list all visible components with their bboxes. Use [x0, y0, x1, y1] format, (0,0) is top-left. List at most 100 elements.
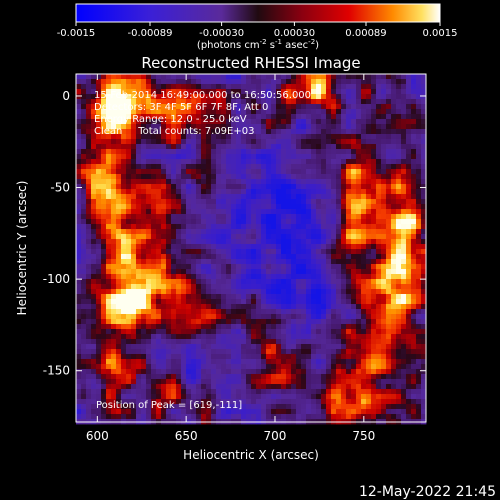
- heatmap-cell: [151, 84, 157, 90]
- heatmap-cell: [141, 244, 147, 250]
- heatmap-cell: [116, 234, 122, 240]
- heatmap-cell: [181, 374, 187, 380]
- heatmap-cell: [396, 294, 402, 300]
- heatmap-cell: [421, 259, 427, 265]
- heatmap-cell: [116, 104, 122, 110]
- heatmap-cell: [421, 399, 427, 405]
- heatmap-cell: [136, 249, 142, 255]
- heatmap-cell: [106, 74, 112, 80]
- heatmap-cell: [141, 204, 147, 210]
- heatmap-cell: [81, 154, 87, 160]
- heatmap-cell: [91, 264, 97, 270]
- heatmap-cell: [276, 374, 282, 380]
- chart-title: Reconstructed RHESSI Image: [141, 54, 360, 72]
- heatmap-cell: [161, 79, 167, 85]
- heatmap-cell: [151, 399, 157, 405]
- heatmap-cell: [86, 179, 92, 185]
- heatmap-cell: [246, 234, 252, 240]
- heatmap-cell: [131, 159, 137, 165]
- heatmap-cell: [256, 389, 262, 395]
- heatmap-cell: [281, 309, 287, 315]
- heatmap-cell: [256, 384, 262, 390]
- heatmap-cell: [101, 119, 107, 125]
- heatmap-cell: [411, 264, 417, 270]
- colorbar-bar: [75, 3, 441, 23]
- heatmap-cell: [391, 304, 397, 310]
- heatmap-cell: [316, 154, 322, 160]
- heatmap-cell: [226, 199, 232, 205]
- heatmap-cell: [231, 334, 237, 340]
- heatmap-cell: [101, 334, 107, 340]
- heatmap-cell: [156, 114, 162, 120]
- heatmap-cell: [301, 89, 307, 95]
- heatmap-cell: [406, 349, 412, 355]
- heatmap-cell: [176, 194, 182, 200]
- heatmap-cell: [256, 79, 262, 85]
- heatmap-cell: [416, 219, 422, 225]
- heatmap-cell: [226, 394, 232, 400]
- heatmap-cell: [116, 379, 122, 385]
- heatmap-cell: [346, 159, 352, 165]
- heatmap-cell: [246, 209, 252, 215]
- heatmap-cell: [171, 109, 177, 115]
- heatmap-cell: [356, 364, 362, 370]
- heatmap-cell: [126, 109, 132, 115]
- heatmap-cell: [351, 329, 357, 335]
- heatmap-cell: [301, 299, 307, 305]
- heatmap-cell: [106, 289, 112, 295]
- heatmap-cell: [136, 359, 142, 365]
- heatmap-cell: [211, 399, 217, 405]
- heatmap-cell: [156, 154, 162, 160]
- heatmap-cell: [176, 184, 182, 190]
- heatmap-cell: [381, 94, 387, 100]
- heatmap-cell: [306, 139, 312, 145]
- heatmap-cell: [341, 369, 347, 375]
- heatmap-cell: [186, 359, 192, 365]
- heatmap-cell: [121, 179, 127, 185]
- heatmap-cell: [76, 79, 82, 85]
- heatmap-cell: [81, 219, 87, 225]
- heatmap-cell: [296, 179, 302, 185]
- heatmap-cell: [76, 159, 82, 165]
- heatmap-cell: [391, 339, 397, 345]
- heatmap-cell: [226, 124, 232, 130]
- heatmap-cell: [171, 249, 177, 255]
- heatmap-cell: [376, 359, 382, 365]
- heatmap-cell: [76, 224, 82, 230]
- heatmap-cell: [341, 384, 347, 390]
- heatmap-cell: [301, 159, 307, 165]
- heatmap-cell: [171, 339, 177, 345]
- heatmap-cell: [266, 389, 272, 395]
- heatmap-cell: [271, 294, 277, 300]
- heatmap-cell: [316, 314, 322, 320]
- heatmap-cell: [226, 84, 232, 90]
- heatmap-cell: [191, 194, 197, 200]
- heatmap-cell: [416, 119, 422, 125]
- heatmap-cell: [411, 74, 417, 80]
- heatmap-cell: [121, 219, 127, 225]
- heatmap-cell: [416, 159, 422, 165]
- heatmap-cell: [281, 349, 287, 355]
- heatmap-cell: [261, 109, 267, 115]
- heatmap-cell: [231, 169, 237, 175]
- heatmap-cell: [416, 309, 422, 315]
- heatmap-cell: [386, 249, 392, 255]
- heatmap-cell: [206, 299, 212, 305]
- heatmap-cell: [236, 139, 242, 145]
- heatmap-cell: [341, 314, 347, 320]
- heatmap-cell: [96, 354, 102, 360]
- heatmap-cell: [81, 274, 87, 280]
- heatmap-cell: [396, 179, 402, 185]
- heatmap-cell: [366, 134, 372, 140]
- heatmap-cell: [341, 409, 347, 415]
- heatmap-cell: [186, 289, 192, 295]
- heatmap-cell: [376, 189, 382, 195]
- heatmap-cell: [146, 359, 152, 365]
- heatmap-cell: [416, 244, 422, 250]
- heatmap-cell: [336, 414, 342, 420]
- heatmap-cell: [226, 154, 232, 160]
- heatmap-cell: [376, 294, 382, 300]
- heatmap-cell: [76, 114, 82, 120]
- heatmap-cell: [111, 204, 117, 210]
- heatmap-cell: [161, 159, 167, 165]
